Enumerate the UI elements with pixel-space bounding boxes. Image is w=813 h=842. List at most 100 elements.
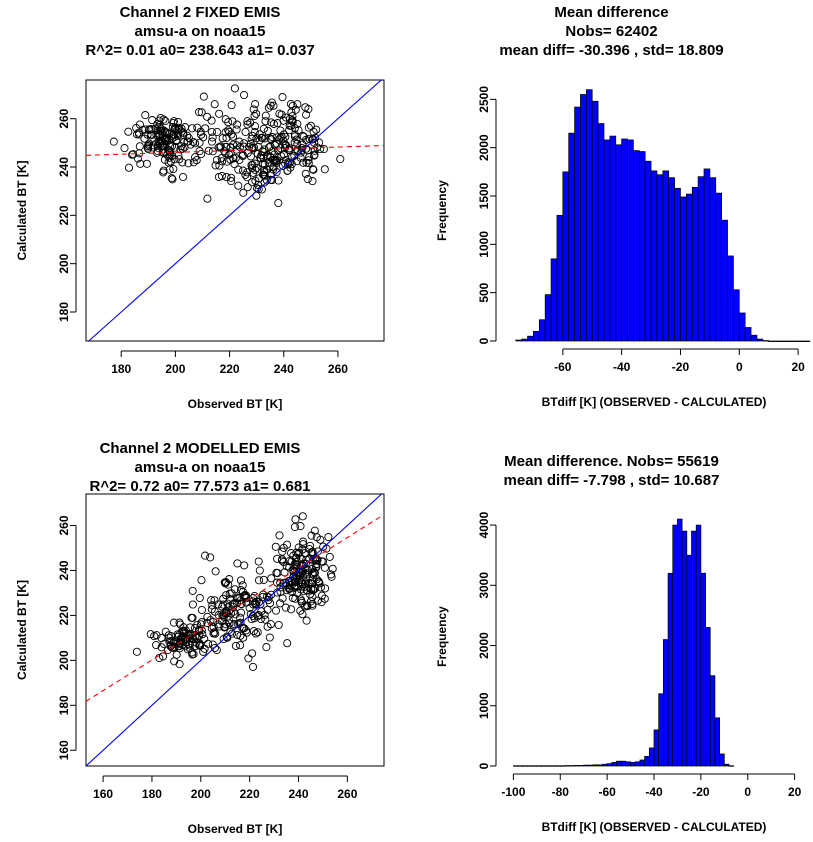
x-tick-label: -20 [672, 360, 690, 374]
scatter-point [188, 586, 197, 595]
scatter-point [271, 542, 280, 551]
scatter-point [240, 90, 249, 100]
x-tick-label: 20 [791, 360, 805, 374]
histogram-bar [656, 174, 664, 342]
chart-title-line-3: R^2= 0.72 a0= 77.573 a1= 0.681 [89, 478, 311, 495]
x-tick-label: -20 [692, 785, 710, 799]
scatter-point [263, 622, 272, 631]
histogram-bars [515, 89, 811, 342]
scatter-point [170, 642, 179, 651]
y-axis-label: Frequency [435, 606, 449, 667]
scatter-point [276, 587, 285, 596]
scatter-point [308, 601, 317, 610]
histogram-bar [721, 219, 728, 342]
x-tick-label: -60 [554, 360, 572, 374]
scatter-point [250, 598, 259, 607]
scatter-point [277, 110, 286, 119]
scatter-point [324, 532, 333, 542]
scatter-point [172, 137, 181, 146]
scatter-point [288, 593, 297, 603]
scatter-point [124, 163, 134, 172]
scatter-points [132, 512, 337, 671]
scatter-point [269, 101, 278, 110]
histogram-bar [550, 765, 556, 767]
scatter-point [170, 124, 179, 133]
y-tick-label: 4000 [477, 511, 491, 538]
scatter-point [305, 134, 314, 143]
histogram-bar [592, 764, 599, 767]
scatter-point [141, 111, 150, 120]
histogram-bar [545, 765, 552, 767]
scatter-point [218, 134, 227, 143]
y-tick-label: 260 [57, 108, 71, 128]
scatter-point [219, 600, 228, 609]
y-tick-label: 200 [57, 253, 71, 273]
scatter-point [281, 132, 290, 141]
chart-title-line-2: Nobs= 62402 [565, 23, 658, 40]
histogram-bar [723, 763, 730, 767]
scatter-point [310, 150, 319, 159]
scatter-point [231, 641, 240, 650]
histogram-bar [681, 530, 688, 767]
chart-title-line-3: mean diff= -30.396 , std= 18.809 [499, 42, 724, 59]
scatter-point [287, 121, 296, 130]
scatter-point [301, 559, 310, 568]
scatter-point [326, 570, 336, 579]
scatter-point [261, 117, 270, 126]
scatter-point [238, 150, 247, 159]
histogram-bar [609, 135, 617, 342]
scatter-point [178, 633, 187, 642]
scatter-point [288, 116, 297, 125]
scatter-point [228, 600, 237, 609]
histogram-bar [611, 762, 617, 767]
scatter-point [236, 641, 245, 650]
scatter-point [292, 581, 301, 590]
histogram-bar [695, 524, 702, 767]
histogram-bar [597, 123, 605, 342]
scatter-point [215, 161, 224, 170]
x-tick-label: -100 [501, 785, 525, 799]
scatter-point [328, 564, 337, 573]
histogram-bar [544, 294, 552, 342]
scatter-point [191, 139, 200, 148]
scatter-point [213, 127, 222, 137]
scatter-point [235, 619, 244, 628]
scatter-point [208, 133, 217, 142]
scatter-point [304, 159, 313, 168]
scatter-point [208, 601, 217, 610]
chart-title-line-1: Channel 2 MODELLED EMIS [99, 440, 301, 457]
scatter-point [199, 92, 208, 101]
histogram-bar [634, 761, 641, 767]
scatter-point [183, 137, 192, 146]
scatter-point [185, 644, 194, 653]
histogram-bar [672, 524, 678, 767]
chart-title-line-2: amsu-a on noaa15 [134, 459, 266, 476]
y-tick-label: 500 [477, 282, 491, 302]
histogram-bar [700, 572, 706, 767]
histogram-bar [578, 765, 585, 767]
scatter-point [149, 141, 158, 150]
scatter-point [293, 572, 302, 581]
histogram-bar [744, 327, 752, 342]
scatter-point [221, 149, 230, 158]
scatter-point [177, 142, 186, 151]
histogram-bar [644, 756, 650, 767]
x-tick-label: 0 [736, 360, 743, 374]
scatter-plot-modelled-emis: 160 180 200 220 240 260 160 180 200 220 240 260 Obse… [15, 493, 385, 836]
histogram-bar [663, 639, 669, 767]
scatter-point [317, 598, 326, 607]
scatter-point [142, 159, 151, 168]
y-axis-label: Frequency [435, 180, 449, 241]
scatter-point [280, 568, 289, 577]
x-axis-label: BTdiff [K] (OBSERVED - CALCULATED) [542, 395, 767, 409]
scatter-point [232, 599, 242, 608]
scatter-point [163, 150, 172, 159]
scatter-point [227, 173, 236, 182]
scatter-point [301, 169, 310, 178]
scatter-point [165, 637, 174, 646]
scatter-point [284, 146, 293, 155]
y-tick-label: 1000 [477, 231, 491, 258]
y-tick-label: 1000 [477, 692, 491, 719]
scatter-point [307, 585, 316, 594]
scatter-point [159, 115, 168, 124]
